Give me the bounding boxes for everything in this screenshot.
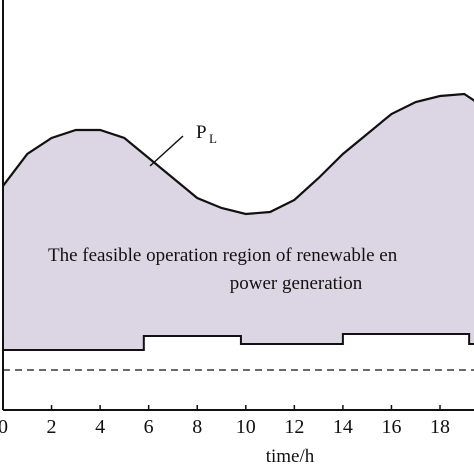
x-tick-label: 6 [144,416,154,438]
region-label: power generation [230,273,363,294]
x-tick-label: 18 [430,416,450,438]
x-tick-label: 2 [47,416,57,438]
annotation: P [196,122,207,143]
step-line [3,333,474,351]
x-tick-label: 14 [333,416,353,438]
load-curve [3,92,474,216]
plot-area [3,92,474,410]
x-tick-label: 0 [0,416,8,438]
x-tick-label: 4 [95,416,105,438]
annotation-subscript: L [209,131,217,146]
annotation-leader [149,135,184,167]
x-tick-label: 8 [192,416,202,438]
axes: 02468101214161820 [0,405,450,438]
region-label: The feasible operation region of renewab… [48,245,398,266]
feasible-region [3,94,474,410]
x-axis-title: time/h [266,446,315,467]
x-tick-label: 10 [236,416,256,438]
region-lower-bound-fill [3,334,474,410]
x-tick-label: 12 [284,416,304,438]
x-tick-label: 16 [381,416,401,438]
